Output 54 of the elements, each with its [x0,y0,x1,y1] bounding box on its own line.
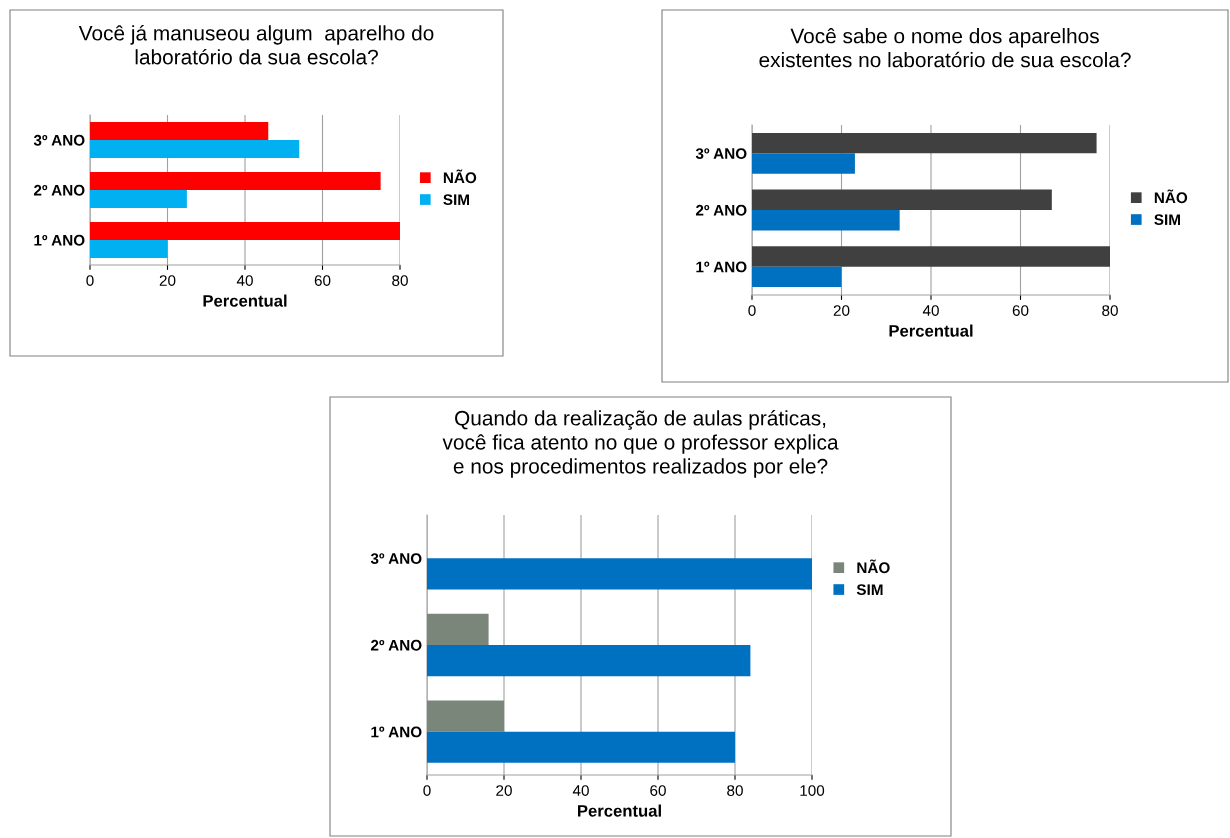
x-tick-label: 100 [800,785,825,796]
bar [752,153,855,174]
bar [752,189,1052,210]
x-tick-label: 20 [833,305,850,316]
bar [90,190,187,208]
x-tick-label: 60 [1012,305,1029,316]
chart-title: Você sabe o nome dos aparelhos existentes no laboratório de sua escola? [759,28,1131,68]
bar [427,700,504,732]
x-tick-label: 80 [727,785,743,796]
bar [90,172,381,190]
y-tick-label: 2º ANO [370,639,422,651]
y-tick-label: 3º ANO [370,553,422,565]
bar [752,266,842,288]
x-tick-label: 40 [922,305,939,316]
bar [427,645,751,677]
x-tick-label: 40 [236,275,253,286]
bar [752,246,1110,267]
legend-label: NÃO [1154,189,1188,204]
bar [427,558,812,590]
chart-title: Quando da realização de aulas práticas, você fica atento no que o professor explica e nos procedimentos realizados por ele? [442,410,839,478]
x-tick-label: 40 [572,785,589,796]
y-tick-label: 2º ANO [695,204,747,216]
bar [427,613,489,645]
x-tick-label: 0 [748,305,756,316]
x-tick-label: 20 [159,275,176,286]
legend-label: NÃO [443,169,477,184]
y-tick-label: 2º ANO [33,184,85,196]
y-tick-label: 1º ANO [696,261,747,273]
y-tick-label: 1º ANO [34,234,85,246]
legend-label: SIM [856,584,883,596]
bar [90,240,168,258]
legend-label: SIM [1154,214,1180,226]
x-axis-title: Percentual [889,324,973,337]
x-axis-title: Percentual [203,294,287,307]
bar [427,731,735,763]
x-tick-label: 0 [86,275,94,286]
bar [752,132,1097,154]
x-tick-label: 80 [392,275,408,286]
chart-title: Você já manuseou algum aparelho do laboratório da sua escola? [78,25,434,65]
legend-label: SIM [443,194,470,206]
x-tick-label: 0 [423,785,431,796]
x-axis-title: Percentual [578,804,661,817]
bar [90,222,400,240]
x-tick-label: 60 [314,275,331,286]
bar [90,122,269,140]
y-tick-label: 3º ANO [695,148,747,160]
legend-label: NÃO [857,559,890,574]
bar [752,210,900,231]
x-tick-label: 20 [496,785,512,796]
x-tick-label: 60 [650,785,666,796]
bar [90,140,300,158]
y-tick-label: 3º ANO [33,134,85,146]
y-tick-label: 1º ANO [371,726,422,738]
x-tick-label: 80 [1102,305,1118,316]
